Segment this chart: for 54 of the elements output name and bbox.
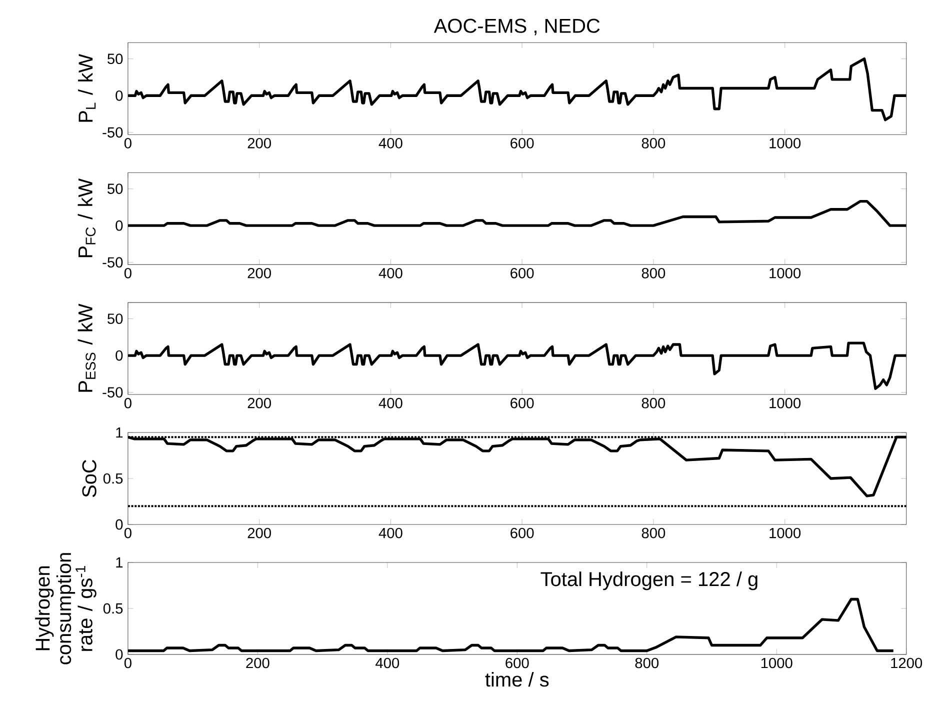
x-tick-label: 400 <box>378 268 402 278</box>
x-axis-title: time / s <box>485 672 549 687</box>
x-tick-label: 1000 <box>770 138 801 148</box>
x-tick-label: 1000 <box>761 658 792 668</box>
x-tick-label: 0 <box>124 658 132 668</box>
x-tick-label: 800 <box>642 138 666 148</box>
y-tick-label: -50 <box>102 387 123 398</box>
x-tick-label: 200 <box>248 138 271 148</box>
x-tick-label: 200 <box>248 398 271 408</box>
annotation: Total Hydrogen = 122 / g <box>540 572 758 590</box>
y-tick-label: 0.5 <box>103 473 123 484</box>
y-tick-label: 0.5 <box>103 603 123 614</box>
y-tick-label: 0 <box>116 519 123 530</box>
y-tick-label: 50 <box>108 54 123 64</box>
x-tick-label: 0 <box>124 528 132 538</box>
x-tick-label: 400 <box>378 528 402 538</box>
x-tick-label: 800 <box>642 528 666 538</box>
x-tick-label: 600 <box>510 528 534 538</box>
y-tick-label: 0 <box>116 220 123 231</box>
x-tick-label: 400 <box>376 658 400 668</box>
x-tick-label: 1000 <box>770 398 801 408</box>
y-axis-title: P$_{L}$ / kW <box>78 54 96 122</box>
x-tick-label: 200 <box>248 528 271 538</box>
y-tick-label: 0 <box>116 90 123 101</box>
x-tick-label: 600 <box>506 658 529 668</box>
x-tick-label: 1200 <box>891 658 922 668</box>
y-tick-label: -50 <box>102 127 123 138</box>
x-tick-label: 200 <box>246 658 270 668</box>
x-tick-label: 0 <box>124 398 132 408</box>
y-tick-label: 1 <box>116 557 123 568</box>
y-tick-label: 1 <box>116 427 123 438</box>
x-tick-label: 800 <box>642 398 666 408</box>
x-tick-label: 600 <box>510 138 534 148</box>
y-axis-title: P$_{ESS}$ / kW <box>78 304 96 392</box>
x-tick-label: 800 <box>635 658 659 668</box>
y-axis-title: P$_{FC}$ / kW <box>78 178 96 258</box>
x-tick-label: 600 <box>510 398 534 408</box>
x-tick-label: 800 <box>642 268 666 278</box>
x-tick-label: 400 <box>378 398 402 408</box>
x-tick-label: 1000 <box>770 528 801 538</box>
x-tick-label: 600 <box>510 268 534 278</box>
x-tick-label: 400 <box>378 138 402 148</box>
y-tick-label: 50 <box>108 314 123 324</box>
x-tick-label: 0 <box>124 268 132 278</box>
y-tick-label: 0 <box>116 649 123 660</box>
y-axis-title: SoC <box>82 460 96 498</box>
chart-title: AOC-EMS , NEDC <box>434 18 600 36</box>
y-tick-label: -50 <box>102 257 123 268</box>
x-tick-label: 0 <box>124 138 132 148</box>
y-axis-title: Hydrogen consumption rate / gs$^{-1}$ <box>35 553 96 664</box>
x-tick-label: 200 <box>248 268 271 278</box>
y-tick-label: 0 <box>116 350 123 361</box>
x-tick-label: 1000 <box>770 268 801 278</box>
y-tick-label: 50 <box>108 184 123 194</box>
